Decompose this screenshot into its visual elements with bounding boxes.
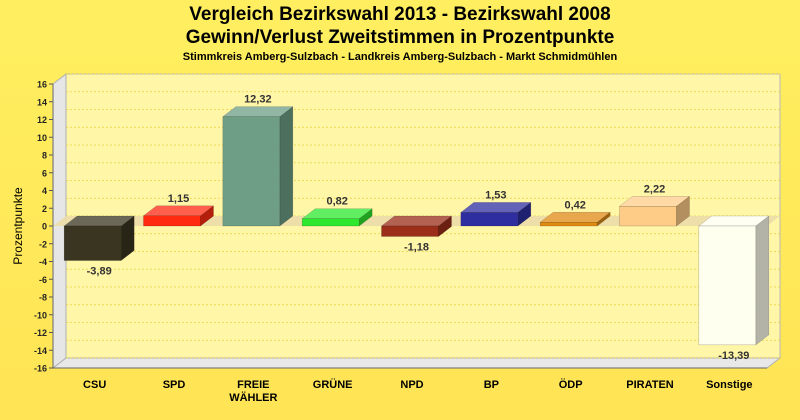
- data-label: -3,89: [87, 266, 112, 278]
- y-axis-label: Prozentpunkte: [11, 187, 25, 265]
- y-tick-label: 4: [42, 186, 47, 196]
- y-tick-label: -12: [34, 328, 47, 338]
- data-label: 2,22: [644, 183, 665, 195]
- y-tick-label: 2: [42, 204, 47, 214]
- x-tick-label: FREIE: [237, 379, 269, 391]
- x-tick-label: NPD: [400, 379, 423, 391]
- chart-caption: Stimmkreis Amberg-Sulzbach - Landkreis A…: [182, 51, 618, 63]
- x-tick-label: ÖDP: [559, 378, 583, 391]
- chart-title: Vergleich Bezirkswahl 2013 - Bezirkswahl…: [189, 4, 611, 25]
- x-tick-label: GRÜNE: [313, 378, 353, 391]
- bar: [698, 225, 757, 346]
- y-tick-label: -2: [39, 239, 47, 249]
- y-tick-label: 12: [37, 115, 47, 125]
- bar: [460, 212, 519, 227]
- y-tick-label: -10: [34, 310, 47, 320]
- plot-floor: [51, 357, 782, 369]
- y-tick-label: -14: [34, 346, 47, 356]
- y-tick-label: -8: [39, 293, 47, 303]
- x-tick-label: BP: [484, 379, 499, 391]
- x-tick-label: CSU: [83, 379, 106, 391]
- x-tick-label: PIRATEN: [626, 379, 674, 391]
- bar-side: [279, 106, 294, 227]
- bar-side: [755, 215, 770, 346]
- y-tick-label: 8: [42, 151, 47, 161]
- bar: [381, 225, 439, 237]
- x-tick-label: SPD: [163, 379, 186, 391]
- bar: [539, 222, 598, 227]
- chart-subtitle: Gewinn/Verlust Zweitstimmen in Prozentpu…: [185, 27, 615, 48]
- data-label: 0,42: [564, 199, 585, 211]
- chart-titles: Vergleich Bezirkswahl 2013 - Bezirkswahl…: [0, 0, 800, 63]
- y-tick-label: -16: [34, 364, 47, 374]
- y-tick-label: 0: [42, 222, 47, 232]
- data-label: 1,15: [168, 193, 189, 205]
- y-tick-label: -6: [39, 275, 47, 285]
- bar: [143, 215, 201, 227]
- x-tick-label: Sonstige: [706, 379, 752, 391]
- data-label: -13,39: [718, 350, 749, 362]
- data-label: 1,53: [485, 189, 506, 201]
- y-tick-label: 6: [42, 168, 47, 178]
- data-label: 0,82: [326, 196, 347, 208]
- bar: [619, 206, 677, 227]
- y-tick-label: 16: [37, 80, 47, 90]
- data-label: 12,32: [244, 94, 272, 106]
- data-label: -1,18: [404, 241, 429, 253]
- bar: [222, 116, 281, 227]
- x-tick-label: WÄHLER: [229, 391, 277, 404]
- y-tick-label: -4: [39, 257, 47, 267]
- bar: [63, 225, 122, 261]
- y-tick-label: 10: [37, 133, 47, 143]
- bar: [301, 218, 360, 227]
- y-tick-label: 14: [37, 97, 47, 107]
